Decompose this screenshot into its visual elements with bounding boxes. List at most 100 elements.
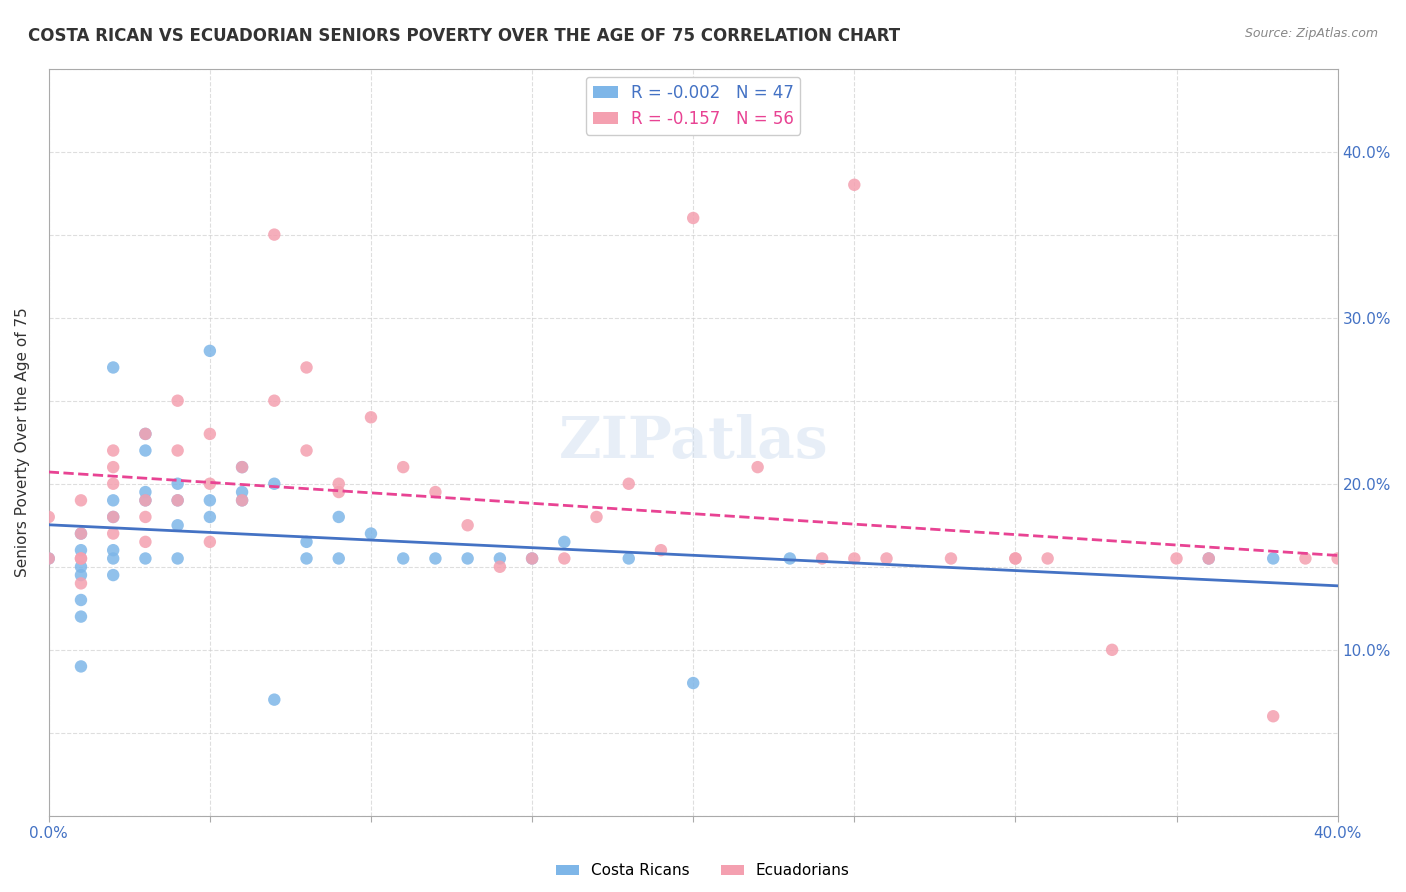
Point xyxy=(1294,551,1316,566)
Point xyxy=(1004,551,1026,566)
Point xyxy=(585,510,607,524)
Point xyxy=(295,534,318,549)
Point xyxy=(811,551,834,566)
Point xyxy=(103,510,125,524)
Point xyxy=(134,510,156,524)
Point xyxy=(134,493,156,508)
Point xyxy=(263,476,285,491)
Point xyxy=(360,526,382,541)
Point xyxy=(328,485,350,500)
Point xyxy=(103,460,125,475)
Point xyxy=(425,551,447,566)
Point xyxy=(392,551,415,566)
Point xyxy=(198,476,221,491)
Point xyxy=(134,493,156,508)
Point xyxy=(295,443,318,458)
Point xyxy=(134,426,156,441)
Point xyxy=(70,609,93,624)
Point xyxy=(166,443,188,458)
Point xyxy=(103,510,125,524)
Point xyxy=(328,510,350,524)
Point xyxy=(231,493,253,508)
Point xyxy=(166,518,188,533)
Point xyxy=(457,518,479,533)
Point xyxy=(70,551,93,566)
Point xyxy=(844,178,866,192)
Point xyxy=(198,534,221,549)
Point xyxy=(103,526,125,541)
Point xyxy=(263,227,285,242)
Point xyxy=(103,551,125,566)
Point xyxy=(295,360,318,375)
Point xyxy=(103,568,125,582)
Point xyxy=(520,551,543,566)
Point xyxy=(134,426,156,441)
Point xyxy=(70,659,93,673)
Point xyxy=(198,510,221,524)
Point xyxy=(360,410,382,425)
Point xyxy=(198,343,221,358)
Point xyxy=(70,568,93,582)
Point xyxy=(1263,551,1285,566)
Point xyxy=(682,211,704,225)
Point xyxy=(939,551,962,566)
Point xyxy=(295,551,318,566)
Point xyxy=(779,551,801,566)
Point xyxy=(617,551,640,566)
Point xyxy=(1004,551,1026,566)
Point xyxy=(231,460,253,475)
Point xyxy=(198,493,221,508)
Point xyxy=(38,551,60,566)
Point xyxy=(1326,551,1348,566)
Point xyxy=(103,443,125,458)
Point xyxy=(1101,642,1123,657)
Point xyxy=(38,551,60,566)
Point xyxy=(1198,551,1220,566)
Y-axis label: Seniors Poverty Over the Age of 75: Seniors Poverty Over the Age of 75 xyxy=(15,308,30,577)
Point xyxy=(231,460,253,475)
Point xyxy=(1166,551,1188,566)
Point xyxy=(1198,551,1220,566)
Point xyxy=(166,393,188,408)
Point xyxy=(1036,551,1059,566)
Point xyxy=(70,593,93,607)
Point xyxy=(489,551,512,566)
Text: ZIPatlas: ZIPatlas xyxy=(558,414,828,470)
Point xyxy=(70,493,93,508)
Point xyxy=(70,576,93,591)
Point xyxy=(263,692,285,706)
Text: Source: ZipAtlas.com: Source: ZipAtlas.com xyxy=(1244,27,1378,40)
Point xyxy=(70,559,93,574)
Point xyxy=(553,534,575,549)
Point xyxy=(166,493,188,508)
Point xyxy=(553,551,575,566)
Point xyxy=(328,551,350,566)
Point xyxy=(231,493,253,508)
Point xyxy=(70,526,93,541)
Point xyxy=(70,543,93,558)
Point xyxy=(328,476,350,491)
Point xyxy=(134,551,156,566)
Point xyxy=(457,551,479,566)
Point xyxy=(134,534,156,549)
Point xyxy=(231,485,253,500)
Point xyxy=(1263,709,1285,723)
Point xyxy=(617,476,640,491)
Legend: Costa Ricans, Ecuadorians: Costa Ricans, Ecuadorians xyxy=(550,857,856,884)
Point xyxy=(650,543,672,558)
Text: COSTA RICAN VS ECUADORIAN SENIORS POVERTY OVER THE AGE OF 75 CORRELATION CHART: COSTA RICAN VS ECUADORIAN SENIORS POVERT… xyxy=(28,27,900,45)
Point xyxy=(166,493,188,508)
Point xyxy=(103,543,125,558)
Point xyxy=(166,551,188,566)
Point xyxy=(103,476,125,491)
Point xyxy=(198,426,221,441)
Point xyxy=(103,493,125,508)
Point xyxy=(425,485,447,500)
Point xyxy=(134,443,156,458)
Point xyxy=(103,360,125,375)
Point xyxy=(38,510,60,524)
Point xyxy=(520,551,543,566)
Point xyxy=(263,393,285,408)
Legend: R = -0.002   N = 47, R = -0.157   N = 56: R = -0.002 N = 47, R = -0.157 N = 56 xyxy=(586,77,800,135)
Point xyxy=(70,551,93,566)
